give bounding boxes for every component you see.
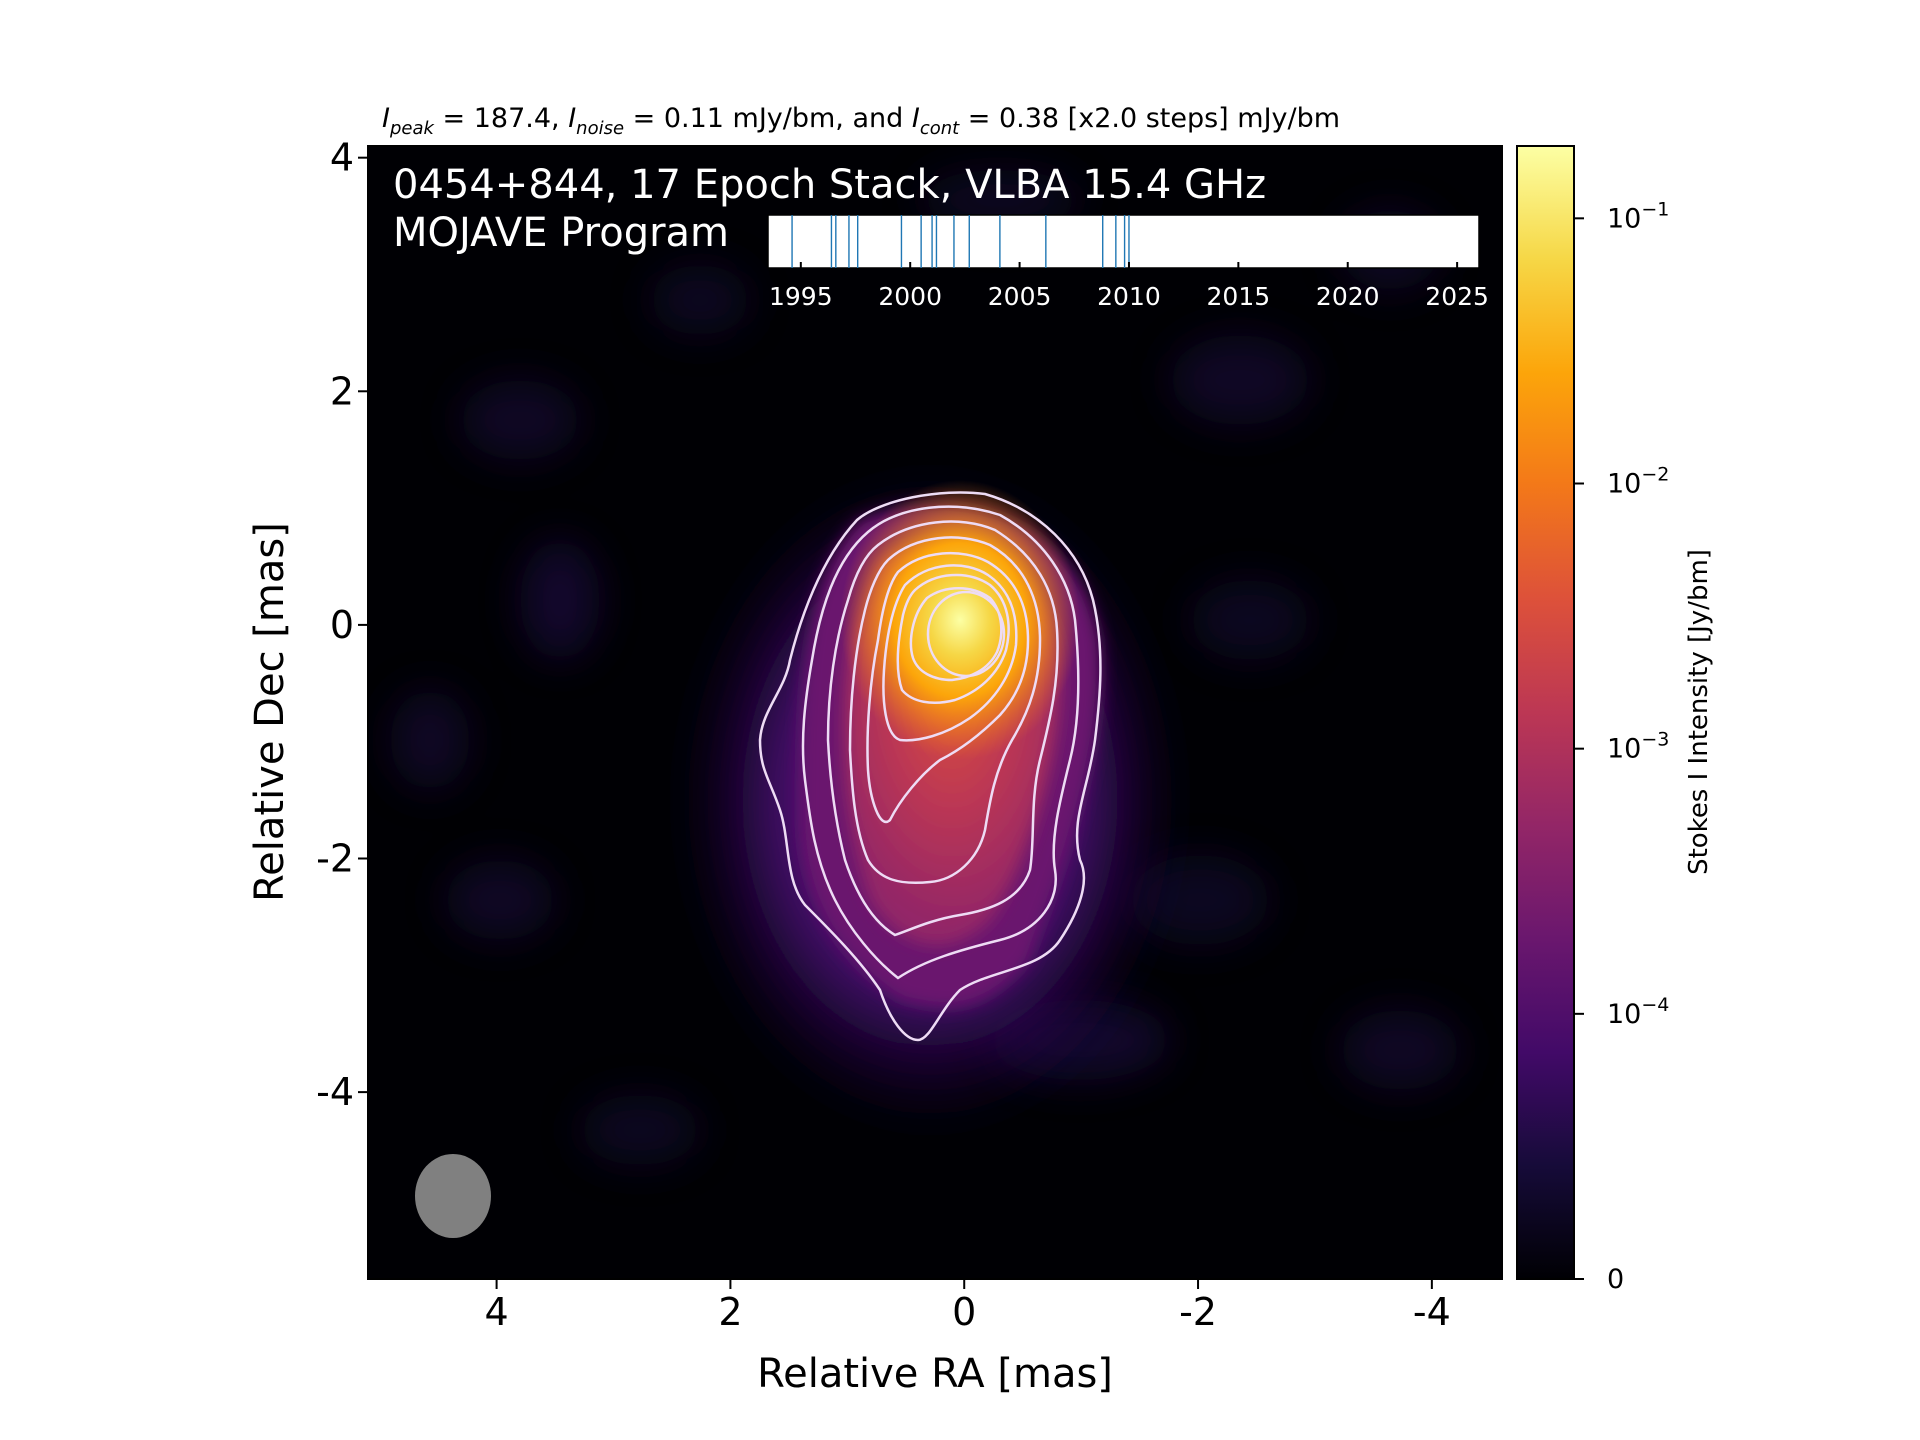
image-panel: 0454+844, 17 Epoch Stack, VLBA 15.4 GHz … bbox=[368, 146, 1502, 1279]
colorbar-tick-label: 10−4 bbox=[1607, 994, 1669, 1030]
contours bbox=[758, 491, 1102, 1042]
contour-level-6 bbox=[882, 564, 1018, 742]
colorbar-tick-label: 0 bbox=[1607, 1264, 1624, 1295]
colorbar-tick-label: 10−2 bbox=[1607, 463, 1669, 499]
overlay-title-line2: MOJAVE Program bbox=[393, 210, 729, 256]
epoch-tick-label: 2000 bbox=[878, 282, 942, 311]
x-tick-label: -2 bbox=[1179, 1290, 1217, 1334]
x-tick-label: 0 bbox=[952, 1290, 976, 1334]
colorbar: 10−1 10−2 10−3 10−4 0 Stokes I Intensity [Jy… bbox=[1516, 145, 1714, 1295]
epoch-timeline-inset: 1995 2000 2005 2010 2015 2020 2025 bbox=[767, 214, 1489, 311]
contour-level-8 bbox=[909, 587, 1003, 682]
x-axis-ticks: 4 2 0 -2 -4 bbox=[485, 1279, 1451, 1334]
y-tick-label: 4 bbox=[330, 136, 354, 180]
y-tick-label: -2 bbox=[316, 837, 354, 881]
contour-level-5 bbox=[866, 551, 1030, 824]
epoch-tick-label: 1995 bbox=[769, 282, 833, 311]
y-axis-ticks: 4 2 0 -2 -4 bbox=[316, 136, 368, 1114]
overlay-title-line1: 0454+844, 17 Epoch Stack, VLBA 15.4 GHz bbox=[393, 162, 1266, 208]
y-tick-label: 0 bbox=[330, 603, 354, 647]
y-tick-label: 2 bbox=[330, 369, 354, 413]
epoch-lines bbox=[791, 215, 1130, 268]
figure-header: Ipeak = 187.4, Inoise = 0.11 mJy/bm, and… bbox=[382, 103, 1340, 139]
colorbar-ticks: 10−1 10−2 10−3 10−4 0 bbox=[1574, 198, 1669, 1295]
colorbar-gradient bbox=[1516, 145, 1575, 1280]
contour-level-3 bbox=[826, 520, 1059, 937]
plot-frame bbox=[367, 145, 1503, 1280]
epoch-tick-label: 2010 bbox=[1097, 282, 1161, 311]
epoch-inset-frame bbox=[767, 214, 1480, 269]
epoch-tick-label: 2020 bbox=[1316, 282, 1380, 311]
contour-level-4 bbox=[848, 536, 1042, 884]
colorbar-label: Stokes I Intensity [Jy/bm] bbox=[1684, 549, 1714, 875]
colorbar-tick-label: 10−3 bbox=[1607, 729, 1669, 765]
epoch-axis-ticks: 1995 2000 2005 2010 2015 2020 2025 bbox=[769, 262, 1489, 311]
x-tick-label: -4 bbox=[1413, 1290, 1451, 1334]
x-axis-label: Relative RA [mas] bbox=[757, 1351, 1113, 1397]
y-axis-label: Relative Dec [mas] bbox=[247, 522, 293, 902]
beam-ellipse bbox=[415, 1154, 491, 1238]
epoch-tick-label: 2025 bbox=[1425, 282, 1489, 311]
x-tick-label: 2 bbox=[718, 1290, 742, 1334]
epoch-tick-label: 2005 bbox=[988, 282, 1052, 311]
contour-level-2 bbox=[801, 505, 1080, 980]
epoch-tick-label: 2015 bbox=[1207, 282, 1271, 311]
y-tick-label: -4 bbox=[316, 1070, 354, 1114]
colorbar-tick-label: 10−1 bbox=[1607, 198, 1669, 234]
contour-level-1 bbox=[758, 491, 1102, 1042]
contour-level-9 bbox=[926, 590, 1006, 678]
contour-level-7 bbox=[896, 573, 1010, 704]
x-tick-label: 4 bbox=[485, 1290, 509, 1334]
